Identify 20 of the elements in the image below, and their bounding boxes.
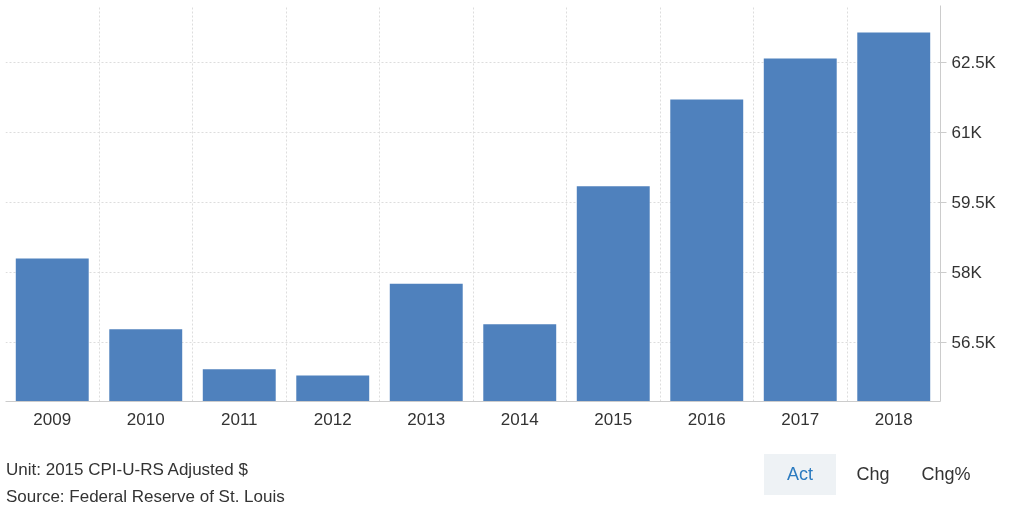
text: Unit: 2015 CPI-U-RS Adjusted $ — [6, 460, 248, 480]
y-tick-label: 58K — [951, 262, 983, 282]
y-tick-label: 56.5K — [951, 332, 997, 352]
y-tick-label: 59.5K — [951, 193, 997, 213]
x-tick-label: 2015 — [594, 409, 633, 429]
x-tick-label: 2018 — [874, 409, 913, 429]
x-tick-label: 2013 — [407, 409, 446, 429]
x-tick-label: 2016 — [687, 409, 726, 429]
source-note: Source: Federal Reserve of St. Louis — [6, 487, 285, 507]
text: Chg% — [920, 463, 972, 486]
x-tick-label: 2014 — [500, 409, 539, 429]
x-tick-label: 2011 — [220, 409, 258, 429]
text: Act — [764, 454, 836, 495]
y-tick-label: 61K — [951, 123, 983, 143]
x-tick-label: 2017 — [781, 409, 820, 429]
x-tick-label: 2009 — [33, 409, 72, 429]
x-tick-label: 2012 — [313, 409, 352, 429]
text: Chg — [855, 463, 891, 486]
x-tick-label: 2010 — [126, 409, 165, 429]
y-tick-label: 62.5K — [951, 53, 997, 73]
